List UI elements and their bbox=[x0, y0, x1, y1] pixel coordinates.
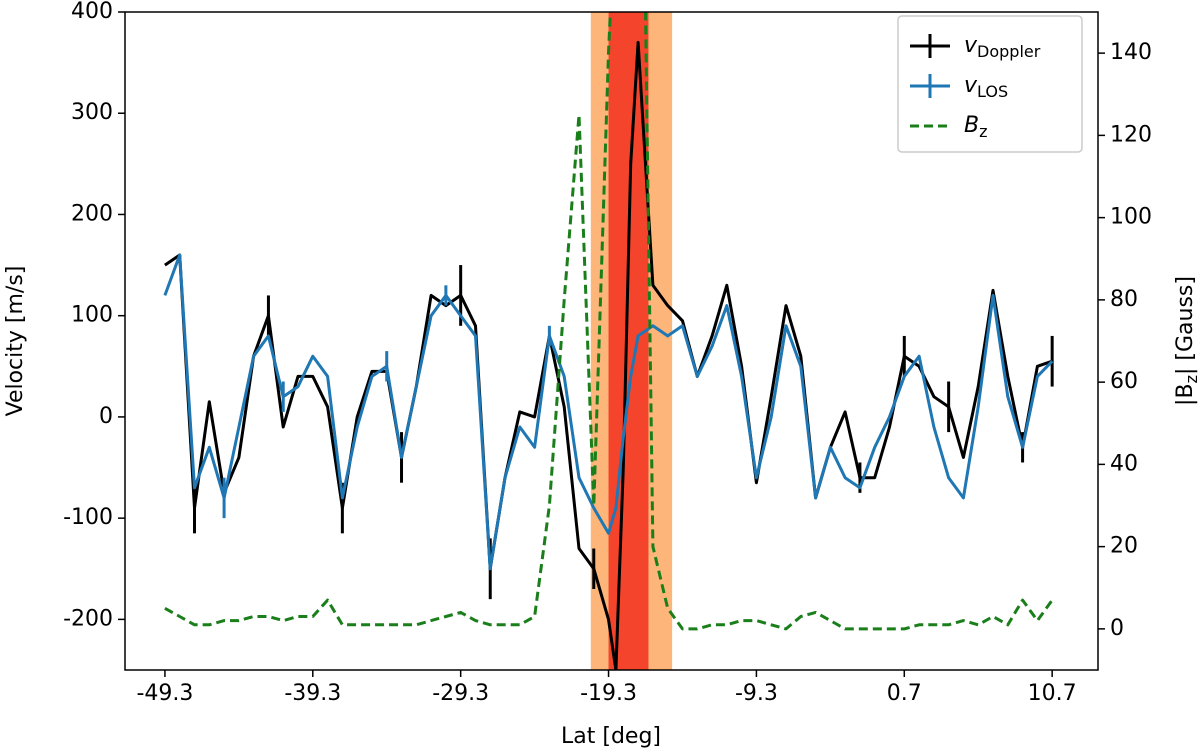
y2-tick-label: 60 bbox=[1110, 369, 1138, 394]
y-tick-label: 0 bbox=[99, 404, 113, 429]
y2-tick-label: 120 bbox=[1110, 122, 1152, 147]
x-tick-label: -19.3 bbox=[580, 681, 637, 706]
y-tick-label: -100 bbox=[63, 505, 113, 530]
x-tick-label: 0.7 bbox=[887, 681, 922, 706]
x-tick-label: -49.3 bbox=[136, 681, 193, 706]
x-tick-label: 10.7 bbox=[1028, 681, 1077, 706]
y-tick-label: 200 bbox=[71, 201, 113, 226]
legend-label: vLOS bbox=[964, 73, 1008, 101]
series-line bbox=[164, 40, 1053, 670]
y-tick-label: 100 bbox=[71, 303, 113, 328]
y2-tick-label: 140 bbox=[1110, 40, 1152, 65]
x-tick-label: -9.3 bbox=[735, 681, 778, 706]
y2-tick-label: 0 bbox=[1110, 616, 1124, 641]
legend-label: Bz bbox=[964, 113, 988, 141]
y2-tick-label: 40 bbox=[1110, 451, 1138, 476]
y-tick-label: -200 bbox=[63, 606, 113, 631]
y-tick-label: 300 bbox=[71, 100, 113, 125]
plot-frame bbox=[124, 11, 1099, 671]
y-axis-label: Velocity [m/s] bbox=[3, 266, 28, 417]
y2-tick-label: 80 bbox=[1110, 287, 1138, 312]
legend-label: vDoppler bbox=[964, 33, 1041, 61]
x-axis-label: Lat [deg] bbox=[561, 724, 661, 749]
legend-box bbox=[897, 15, 1083, 153]
x-tick-label: -39.3 bbox=[284, 681, 341, 706]
y2-tick-label: 20 bbox=[1110, 534, 1138, 559]
y2-tick-label: 100 bbox=[1110, 205, 1152, 230]
y-tick-label: 400 bbox=[71, 0, 113, 24]
y2-axis-label: |Bz| [Gauss] bbox=[1173, 276, 1200, 406]
series-line bbox=[163, 253, 1054, 571]
x-tick-label: -29.3 bbox=[432, 681, 489, 706]
